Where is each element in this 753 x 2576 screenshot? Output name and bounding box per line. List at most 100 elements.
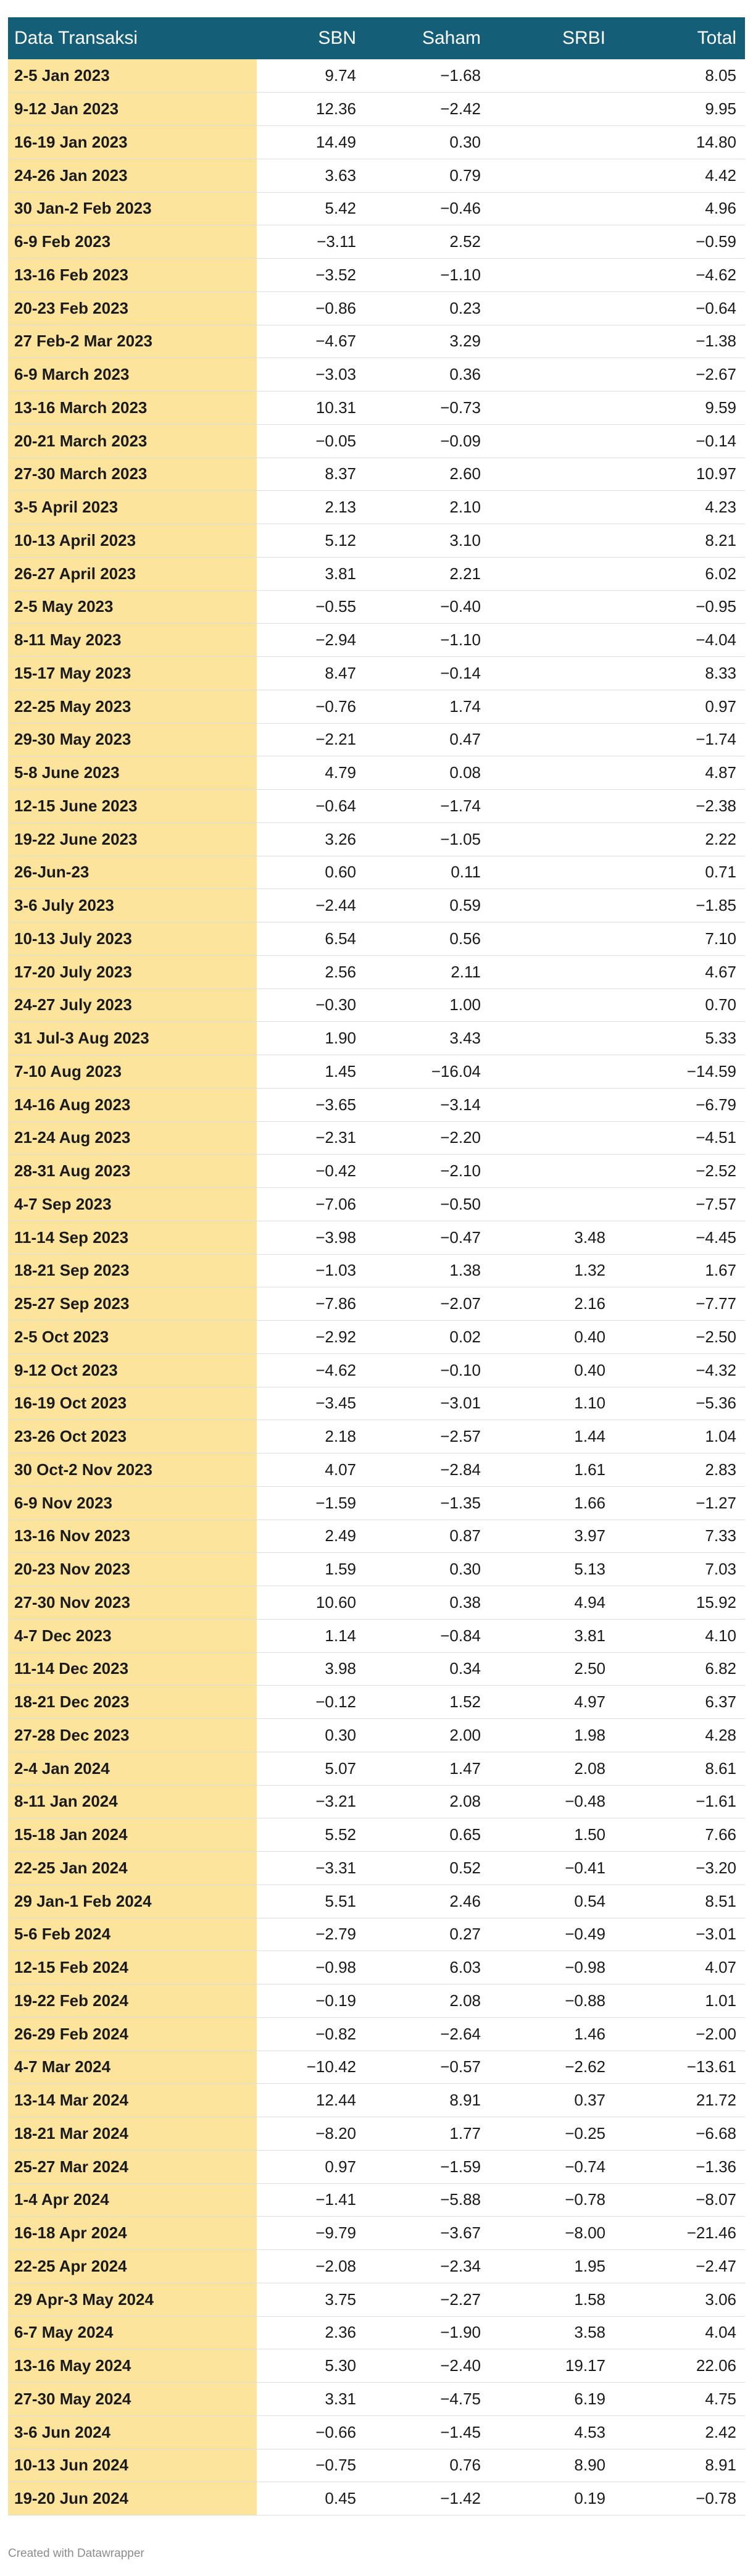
cell-date: 5-6 Feb 2024 — [8, 1918, 257, 1951]
cell-sbn: −0.66 — [315, 2422, 356, 2441]
table-row: 27-28 Dec 2023 0.30 2.00 1.98 4.28 — [8, 1718, 745, 1752]
cell-sbn: −2.44 — [315, 896, 356, 915]
column-header-total[interactable]: Total — [697, 28, 736, 48]
cell-sbn: 5.30 — [325, 2356, 356, 2375]
cell-saham: −3.01 — [440, 1394, 481, 1413]
cell-total: 2.83 — [705, 1460, 736, 1479]
cell-date: 13-16 May 2024 — [8, 2349, 257, 2383]
cell-saham: −0.46 — [440, 199, 481, 218]
cell-saham: 0.76 — [449, 2456, 481, 2475]
cell-sbn: 5.51 — [325, 1891, 356, 1910]
cell-saham: −0.14 — [440, 663, 481, 682]
cell-date: 12-15 June 2023 — [8, 789, 257, 823]
cell-sbn: −7.06 — [315, 1194, 356, 1213]
cell-date: 27 Feb-2 Mar 2023 — [8, 325, 257, 358]
cell-date: 20-21 March 2023 — [8, 424, 257, 458]
cell-total: 8.91 — [705, 2456, 736, 2475]
column-header-date[interactable]: Data Transaksi — [14, 28, 138, 48]
column-header-sbn[interactable]: SBN — [318, 28, 356, 48]
cell-saham: −0.84 — [440, 1626, 481, 1645]
cell-saham: −1.74 — [440, 796, 481, 815]
table-row: 16-19 Jan 2023 14.49 0.30 14.80 — [8, 125, 745, 159]
cell-saham: 0.38 — [449, 1592, 481, 1612]
table-row: 9-12 Jan 2023 12.36 −2.42 9.95 — [8, 92, 745, 126]
cell-date: 19-22 Feb 2024 — [8, 1984, 257, 2018]
cell-sbn: 1.59 — [325, 1560, 356, 1579]
cell-srbi — [489, 291, 614, 325]
cell-sbn: 5.07 — [325, 1758, 356, 1778]
cell-srbi: 0.40 — [574, 1360, 605, 1379]
table-row: 19-22 June 2023 3.26 −1.05 2.22 — [8, 822, 745, 856]
table-row: 20-21 March 2023 −0.05 −0.09 −0.14 — [8, 424, 745, 458]
cell-sbn: 0.97 — [325, 2157, 356, 2176]
cell-date: 5-8 June 2023 — [8, 756, 257, 790]
cell-sbn: −2.94 — [315, 630, 356, 650]
table-row: 4-7 Mar 2024 −10.42 −0.57 −2.62 −13.61 — [8, 2051, 745, 2084]
cell-total: 8.61 — [705, 1758, 736, 1778]
cell-saham: −0.73 — [440, 398, 481, 417]
table-body: 2-5 Jan 2023 9.74 −1.68 8.05 9-12 Jan 2023 12… — [8, 59, 745, 2515]
cell-sbn: 3.31 — [325, 2389, 356, 2408]
cell-sbn: −2.92 — [315, 1327, 356, 1346]
cell-saham: 0.65 — [449, 1825, 481, 1844]
cell-saham: −1.10 — [440, 265, 481, 284]
cell-saham: 1.52 — [449, 1692, 481, 1712]
cell-saham: 0.87 — [449, 1526, 481, 1545]
table-row: 20-23 Feb 2023 −0.86 0.23 −0.64 — [8, 291, 745, 325]
cell-date: 19-20 Jun 2024 — [8, 2482, 257, 2515]
cell-sbn: −10.42 — [306, 2057, 356, 2076]
cell-date: 17-20 July 2023 — [8, 955, 257, 989]
cell-srbi — [489, 225, 614, 259]
table-row: 21-24 Aug 2023 −2.31 −2.20 −4.51 — [8, 1121, 745, 1155]
cell-srbi: 5.13 — [574, 1560, 605, 1579]
column-header-saham[interactable]: Saham — [422, 28, 481, 48]
table-row: 6-9 Feb 2023 −3.11 2.52 −0.59 — [8, 225, 745, 259]
cell-total: −1.27 — [696, 1493, 736, 1512]
table-row: 22-25 Apr 2024 −2.08 −2.34 1.95 −2.47 — [8, 2249, 745, 2283]
cell-total: 4.04 — [705, 2323, 736, 2342]
cell-date: 2-5 Jan 2023 — [8, 59, 257, 93]
cell-sbn: −3.98 — [315, 1227, 356, 1247]
cell-sbn: −0.12 — [315, 1692, 356, 1712]
cell-sbn: 3.26 — [325, 829, 356, 848]
cell-saham: 1.74 — [449, 696, 481, 716]
table-row: 26-29 Feb 2024 −0.82 −2.64 1.46 −2.00 — [8, 2017, 745, 2051]
cell-saham: 3.43 — [449, 1029, 481, 1048]
cell-date: 26-27 April 2023 — [8, 557, 257, 590]
cell-sbn: 14.49 — [315, 132, 356, 151]
cell-total: −7.57 — [696, 1194, 736, 1213]
cell-srbi: 3.81 — [574, 1626, 605, 1645]
cell-saham: −1.68 — [440, 66, 481, 85]
cell-srbi — [489, 790, 614, 823]
cell-saham: 2.46 — [449, 1891, 481, 1910]
cell-date: 3-6 Jun 2024 — [8, 2415, 257, 2449]
cell-sbn: −3.03 — [315, 365, 356, 384]
cell-sbn: 1.45 — [325, 1061, 356, 1081]
cell-date: 2-5 Oct 2023 — [8, 1320, 257, 1354]
cell-date: 12-15 Feb 2024 — [8, 1951, 257, 1984]
cell-srbi — [489, 325, 614, 358]
table-row: 17-20 July 2023 2.56 2.11 4.67 — [8, 955, 745, 989]
cell-date: 27-28 Dec 2023 — [8, 1718, 257, 1752]
cell-srbi: 1.66 — [574, 1493, 605, 1512]
table-row: 15-17 May 2023 8.47 −0.14 8.33 — [8, 656, 745, 690]
table-row: 27 Feb-2 Mar 2023 −4.67 3.29 −1.38 — [8, 325, 745, 358]
table-row: 23-26 Oct 2023 2.18 −2.57 1.44 1.04 — [8, 1420, 745, 1453]
cell-saham: −1.45 — [440, 2422, 481, 2441]
cell-date: 24-26 Jan 2023 — [8, 159, 257, 192]
table-row: 19-20 Jun 2024 0.45 −1.42 0.19 −0.78 — [8, 2482, 745, 2515]
table-row: 27-30 Nov 2023 10.60 0.38 4.94 15.92 — [8, 1586, 745, 1620]
cell-saham: 0.52 — [449, 1858, 481, 1877]
cell-total: −5.36 — [696, 1394, 736, 1413]
table-row: 18-21 Sep 2023 −1.03 1.38 1.32 1.67 — [8, 1254, 745, 1287]
cell-sbn: −1.41 — [315, 2190, 356, 2209]
cell-total: −4.62 — [696, 265, 736, 284]
cell-total: 10.97 — [696, 464, 736, 483]
cell-date: 11-14 Dec 2023 — [8, 1652, 257, 1686]
cell-srbi — [489, 1121, 614, 1155]
table-row: 22-25 Jan 2024 −3.31 0.52 −0.41 −3.20 — [8, 1851, 745, 1885]
cell-date: 10-13 April 2023 — [8, 524, 257, 558]
column-header-srbi[interactable]: SRBI — [562, 28, 605, 48]
datawrapper-credit[interactable]: Created with Datawrapper — [8, 2547, 144, 2560]
